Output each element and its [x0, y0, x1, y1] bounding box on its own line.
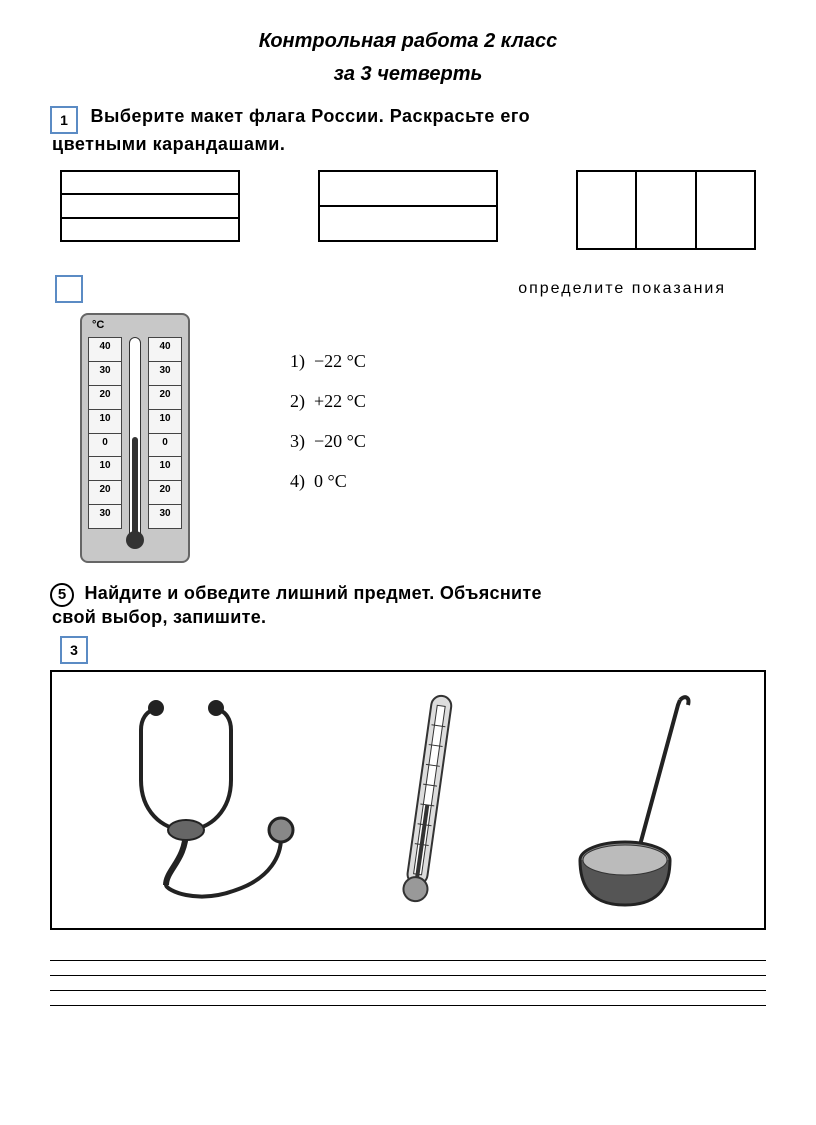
task-5-number-circle: 5 [50, 583, 74, 607]
flag-3-vertical [576, 170, 756, 250]
answer-line [50, 990, 766, 991]
task-1: 1 Выберите макет флага России. Раскрасьт… [50, 106, 766, 155]
flag-stripe [320, 172, 496, 207]
answer-line [50, 1005, 766, 1006]
option-1: 1) −22 °C [290, 343, 366, 379]
task-1-text-line1: Выберите макет флага России. Раскрасьте … [90, 106, 530, 126]
task-1-text-line2: цветными карандашами. [52, 134, 766, 155]
option-2: 2) +22 °C [290, 383, 366, 419]
flag-stripe [578, 172, 637, 248]
thermometer-scale-right: 40 30 20 10 0 10 20 30 [148, 337, 182, 529]
page-title: Контрольная работа 2 класс [50, 30, 766, 53]
flag-stripe [320, 207, 496, 240]
task-2-partial-text: определите показания [518, 280, 726, 298]
task-1-number-box: 1 [50, 106, 78, 134]
task-2-number-box [55, 275, 83, 303]
medical-thermometer-icon [393, 685, 463, 915]
page-subtitle: за 3 четверть [50, 63, 766, 86]
thermometer-unit: °C [92, 319, 104, 331]
task-5-text-line1: Найдите и обведите лишний предмет. Объяс… [84, 583, 541, 603]
task-5: 5 Найдите и обведите лишний предмет. Объ… [50, 583, 766, 1006]
option-4: 4) 0 °C [290, 463, 366, 499]
flag-stripe [62, 172, 238, 195]
flag-3-horizontal [60, 170, 240, 242]
flag-2-horizontal [318, 170, 498, 242]
answer-options: 1) −22 °C 2) +22 °C 3) −20 °C 4) 0 °C [290, 343, 366, 503]
answer-lines [50, 960, 766, 1006]
ladle-icon [550, 685, 710, 915]
flag-stripe [62, 219, 238, 240]
thermometer-mercury [132, 437, 138, 538]
answer-line [50, 975, 766, 976]
option-3: 3) −20 °C [290, 423, 366, 459]
task-3-number-box: 3 [60, 636, 88, 664]
thermometer-tube [129, 337, 141, 541]
thermometer-scale-left: 40 30 20 10 0 10 20 30 [88, 337, 122, 529]
flag-stripe [62, 195, 238, 218]
task-2: определите показания °C 40 30 20 10 0 10… [50, 275, 766, 563]
stethoscope-icon [106, 690, 306, 910]
objects-container [50, 670, 766, 930]
flag-stripe [697, 172, 754, 248]
thermometer-bulb [126, 531, 144, 549]
flags-row [50, 170, 766, 250]
answer-line [50, 960, 766, 961]
thermometer-icon: °C 40 30 20 10 0 10 20 30 40 30 20 10 [80, 313, 190, 563]
flag-stripe [637, 172, 696, 248]
task-5-text-line2: свой выбор, запишите. [52, 607, 766, 628]
